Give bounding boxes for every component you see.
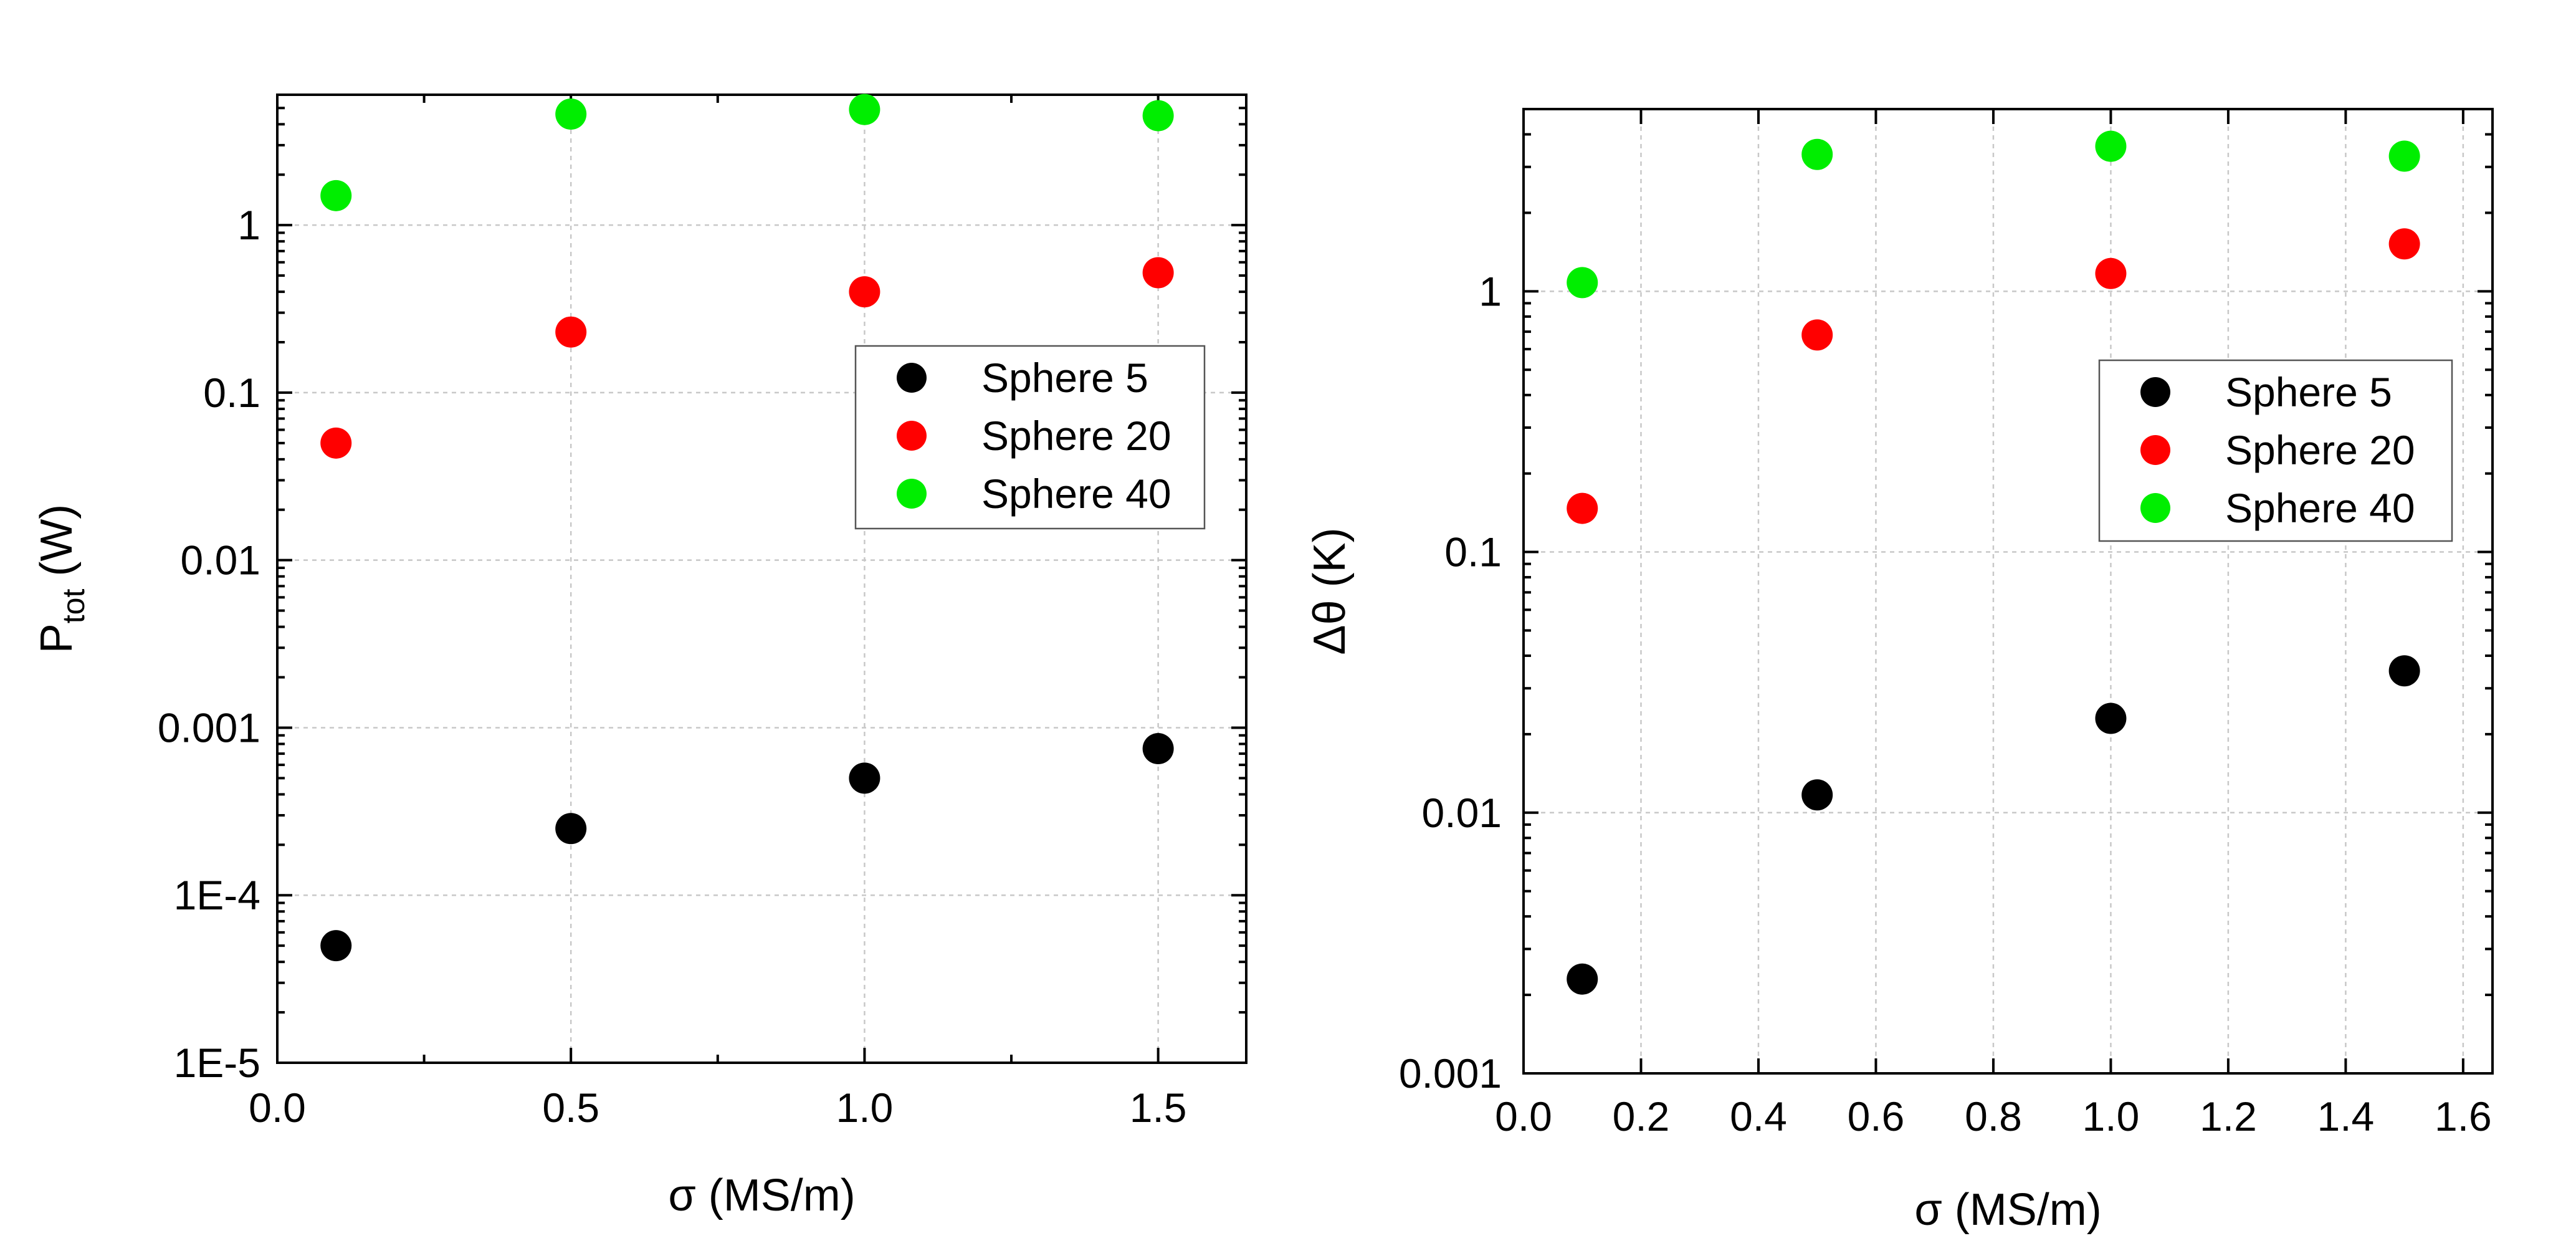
data-point-sphere-40 xyxy=(1567,267,1598,299)
data-point-sphere-20 xyxy=(1567,492,1598,524)
data-point-sphere-20 xyxy=(1142,257,1174,289)
data-point-sphere-20 xyxy=(1801,319,1833,351)
legend-marker xyxy=(2140,493,2170,523)
y-tick-label: 0.001 xyxy=(1399,1050,1502,1096)
plot-frame xyxy=(276,93,1247,1064)
x-tick-label: 1.5 xyxy=(1130,1085,1187,1131)
data-point-sphere-40 xyxy=(320,180,352,211)
legend-marker xyxy=(2140,377,2170,407)
data-point-sphere-5 xyxy=(555,813,587,845)
legend-label: Sphere 20 xyxy=(2225,427,2415,473)
legend-label: Sphere 20 xyxy=(981,413,1171,459)
y-tick-label: 0.1 xyxy=(1444,529,1502,575)
data-point-sphere-20 xyxy=(2095,257,2127,289)
data-point-sphere-40 xyxy=(849,93,880,125)
legend-marker xyxy=(897,421,927,451)
data-point-sphere-5 xyxy=(1567,963,1598,995)
legend-label: Sphere 5 xyxy=(981,355,1148,401)
y-tick-label: 0.01 xyxy=(1422,790,1502,836)
data-point-sphere-20 xyxy=(555,316,587,348)
data-point-sphere-40 xyxy=(1801,138,1833,170)
x-tick-label: 0.6 xyxy=(1848,1093,1905,1139)
legend-marker xyxy=(897,479,927,509)
y-tick-label: 0.01 xyxy=(181,537,260,583)
y-tick-label: 1 xyxy=(237,202,260,248)
data-point-sphere-20 xyxy=(849,276,880,308)
x-tick-label: 0.8 xyxy=(1965,1093,2022,1139)
y-axis-title-unit: (W) xyxy=(32,504,82,589)
y-axis-title: Δθ (K) xyxy=(1305,527,1355,654)
x-tick-label: 0.2 xyxy=(1613,1093,1670,1139)
y-tick-label: 0.1 xyxy=(203,370,260,416)
y-tick-label: 1 xyxy=(1479,268,1502,314)
data-point-sphere-5 xyxy=(2095,702,2127,734)
y-axis-title-subscript: tot xyxy=(56,589,91,624)
x-tick-label: 1.2 xyxy=(2200,1093,2257,1139)
data-point-sphere-5 xyxy=(1142,733,1174,765)
y-axis-title-main: P xyxy=(32,623,82,653)
legend-marker xyxy=(897,363,927,393)
x-tick-label: 1.0 xyxy=(836,1085,894,1131)
legend-label: Sphere 5 xyxy=(2225,369,2392,415)
legend-label: Sphere 40 xyxy=(2225,485,2415,531)
x-tick-label: 1.0 xyxy=(2082,1093,2140,1139)
x-tick-label: 1.4 xyxy=(2317,1093,2375,1139)
data-point-sphere-20 xyxy=(2388,228,2420,260)
data-point-sphere-40 xyxy=(555,98,587,130)
y-tick-label: 1E-5 xyxy=(174,1040,260,1086)
data-point-sphere-5 xyxy=(2388,655,2420,687)
data-point-sphere-5 xyxy=(320,930,352,962)
x-axis-title: σ (MS/m) xyxy=(1914,1185,2101,1235)
legend-label: Sphere 40 xyxy=(981,471,1171,517)
data-point-sphere-20 xyxy=(320,427,352,459)
data-point-sphere-5 xyxy=(849,762,880,794)
x-tick-label: 0.5 xyxy=(542,1085,599,1131)
y-axis-title: Ptot (W) xyxy=(32,504,91,654)
x-tick-label: 0.4 xyxy=(1730,1093,1787,1139)
data-point-sphere-40 xyxy=(1142,100,1174,132)
chart-power: 0.0 0.5 1.0 1.5 1E-5 1E-4 0.001 0.01 0.1 1 σ (MS/m… xyxy=(32,93,1247,1220)
data-point-sphere-5 xyxy=(1801,779,1833,811)
chart-temperature-rise: 0.0 0.2 0.4 0.6 0.8 1.0 1.2 1.4 1.6 0.001 0.01 0.1 1… xyxy=(1305,108,2494,1235)
x-axis-title: σ (MS/m) xyxy=(668,1171,855,1220)
x-tick-label: 0.0 xyxy=(1495,1093,1552,1139)
y-tick-label: 0.001 xyxy=(158,704,260,750)
data-point-sphere-40 xyxy=(2095,130,2127,162)
data-point-sphere-40 xyxy=(2388,140,2420,172)
y-tick-label: 1E-4 xyxy=(174,872,260,918)
x-tick-label: 0.0 xyxy=(249,1085,306,1131)
plot-frame xyxy=(1522,108,2494,1075)
x-tick-label: 1.6 xyxy=(2435,1093,2492,1139)
legend-marker xyxy=(2140,435,2170,465)
